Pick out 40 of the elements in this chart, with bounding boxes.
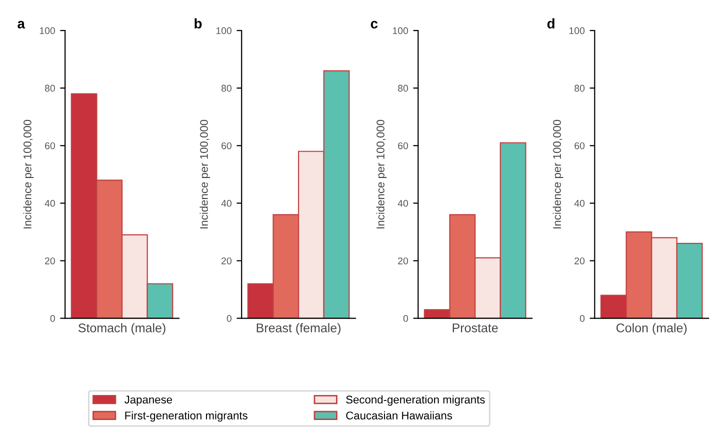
y-tick-label: 80 [574,84,585,92]
legend-label: Second-generation migrants [346,395,485,406]
y-tick-label: 60 [45,142,55,150]
y-tick-label: 20 [574,257,585,264]
y-tick-label: 80 [398,84,408,92]
text: a [18,20,26,28]
y-tick-label: 40 [574,200,585,207]
y-tick-label: 20 [45,257,55,264]
y-tick-label: 60 [398,142,408,150]
y-tick-label: 0 [580,315,585,322]
text: c [370,20,378,28]
legend-label: First-generation migrants [125,411,248,422]
y-tick-label: 80 [44,84,55,92]
y-tick-label: 60 [222,142,232,150]
y-tick-label: 100 [569,27,585,34]
legend-label: Japanese [124,396,172,406]
y-tick-label: 20 [222,257,232,264]
y-tick-label: 100 [40,27,55,34]
y-axis-title: Incidence per 100,000 [200,120,210,228]
y-tick-label: 0 [403,315,408,322]
y-axis-title: Incidence per 100,000 [23,120,34,228]
y-tick-label: 100 [216,27,232,34]
y-tick-label: 40 [221,200,232,207]
y-tick-label: 60 [574,142,585,150]
x-tick-label: Breast (female) [256,323,340,335]
y-tick-label: 0 [50,315,55,322]
y-axis-title: Incidence per 100,000 [552,120,564,228]
y-tick-label: 0 [226,315,232,322]
y-tick-label: 40 [44,200,55,207]
legend-label: Caucasian Hawaiians [346,411,452,420]
text: d [547,18,554,28]
y-tick-label: 100 [392,27,408,34]
x-tick-label: Prostate [452,324,498,332]
y-tick-label: 80 [221,84,232,92]
x-tick-label: Colon (male) [616,323,687,335]
y-tick-label: 20 [398,257,408,264]
y-axis-title: Incidence per 100,000 [376,120,387,228]
y-tick-label: 40 [398,200,408,207]
x-tick-label: Stomach (male) [78,323,166,335]
text: b [194,18,202,28]
